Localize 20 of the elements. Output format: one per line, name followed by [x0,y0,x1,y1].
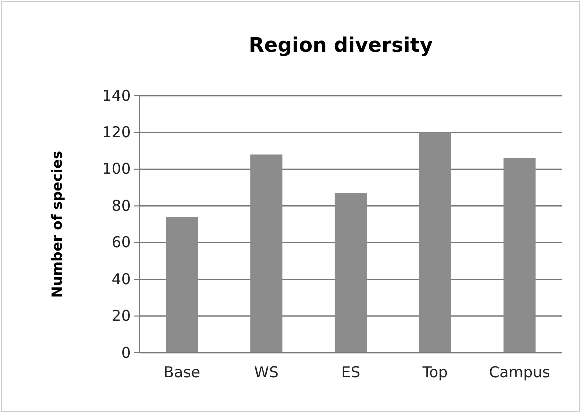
y-axis-title: Number of species [50,151,66,298]
x-tick-label: ES [342,364,360,382]
x-tick-label: Top [422,364,448,382]
bar [334,193,368,353]
bar [166,217,198,353]
x-tick-label: Campus [489,364,551,382]
y-tick-label: 0 [121,344,131,362]
y-tick-label: 100 [102,160,131,178]
y-tick-label: 40 [112,270,131,288]
bar [419,132,452,353]
x-tick-label: WS [254,364,279,382]
bar [504,158,536,353]
y-tick-label: 80 [112,196,131,215]
y-tick-label: 60 [112,234,131,252]
y-tick-label: 140 [102,86,131,105]
y-tick-label: 120 [102,124,131,142]
chart-title: Region diversity [248,33,434,57]
x-tick-label: Base [164,364,200,382]
y-tick-label: 20 [112,307,131,326]
bar [250,154,283,353]
